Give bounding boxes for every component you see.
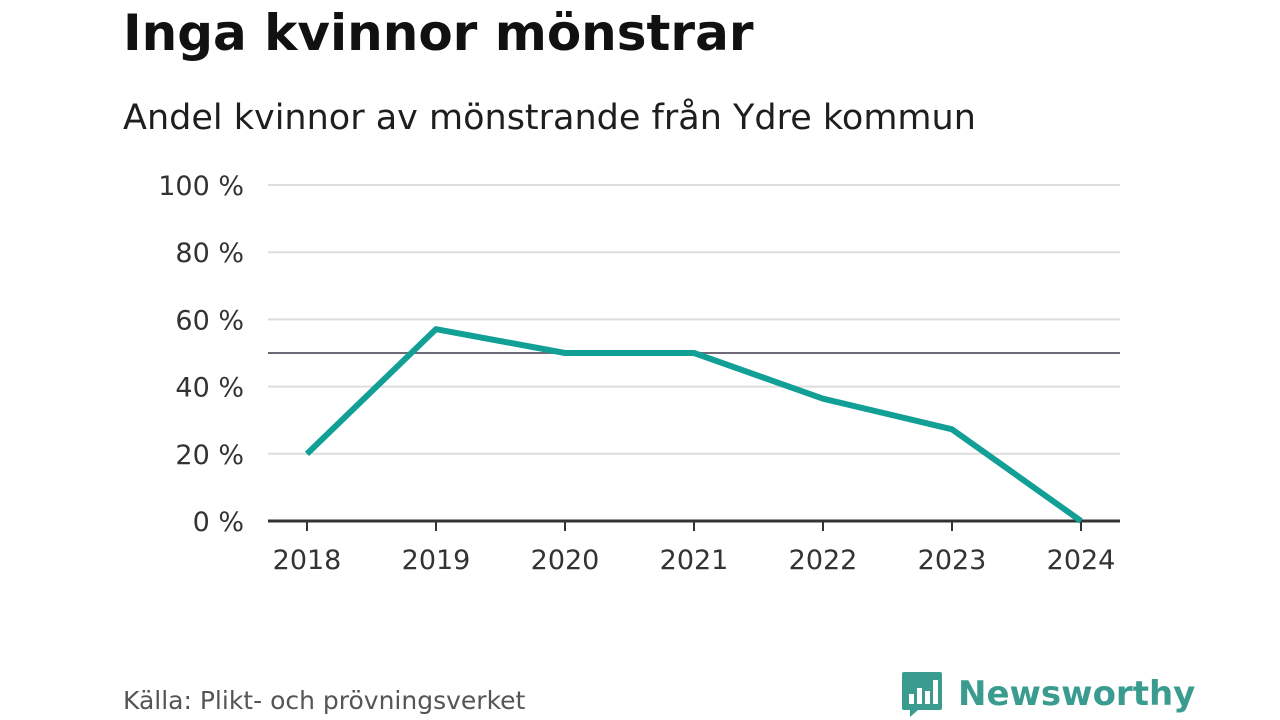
y-tick-label: 0 % bbox=[193, 507, 244, 538]
x-tick-label: 2020 bbox=[531, 545, 600, 576]
bar-chart-speech-bubble-icon bbox=[902, 672, 942, 717]
x-tick-label: 2023 bbox=[918, 545, 987, 576]
series-line bbox=[304, 326, 1083, 524]
y-tick-label: 20 % bbox=[175, 440, 244, 471]
data-point bbox=[306, 453, 308, 455]
data-point bbox=[435, 328, 437, 330]
y-tick-label: 100 % bbox=[158, 171, 244, 202]
x-axis bbox=[268, 519, 1120, 531]
x-tick-label: 2022 bbox=[789, 545, 858, 576]
x-tick-label: 2019 bbox=[402, 545, 471, 576]
chart-title: Inga kvinnor mönstrar bbox=[123, 4, 754, 62]
x-tick-label: 2021 bbox=[660, 545, 729, 576]
data-point bbox=[822, 398, 824, 400]
source-note: Källa: Plikt- och prövningsverket bbox=[123, 686, 526, 715]
chart-subtitle: Andel kvinnor av mönstrande från Ydre ko… bbox=[123, 98, 976, 138]
x-tick-labels: 2018 2019 2020 2021 2022 2023 2024 bbox=[273, 545, 1116, 576]
y-tick-labels: 0 % 20 % 40 % 60 % 80 % 100 % bbox=[158, 171, 244, 538]
y-tick-label: 80 % bbox=[175, 238, 244, 269]
x-tick-label: 2024 bbox=[1047, 545, 1116, 576]
brand-logo: Newsworthy bbox=[900, 670, 1195, 718]
grid-lines bbox=[268, 184, 1120, 455]
series-group bbox=[304, 326, 1083, 524]
brand-name: Newsworthy bbox=[958, 674, 1196, 714]
y-tick-label: 40 % bbox=[175, 373, 244, 404]
x-tick-label: 2018 bbox=[273, 545, 342, 576]
data-point bbox=[564, 352, 566, 354]
data-point bbox=[951, 428, 953, 430]
data-point bbox=[693, 352, 695, 354]
y-tick-label: 60 % bbox=[175, 305, 244, 336]
data-point bbox=[1080, 520, 1082, 522]
